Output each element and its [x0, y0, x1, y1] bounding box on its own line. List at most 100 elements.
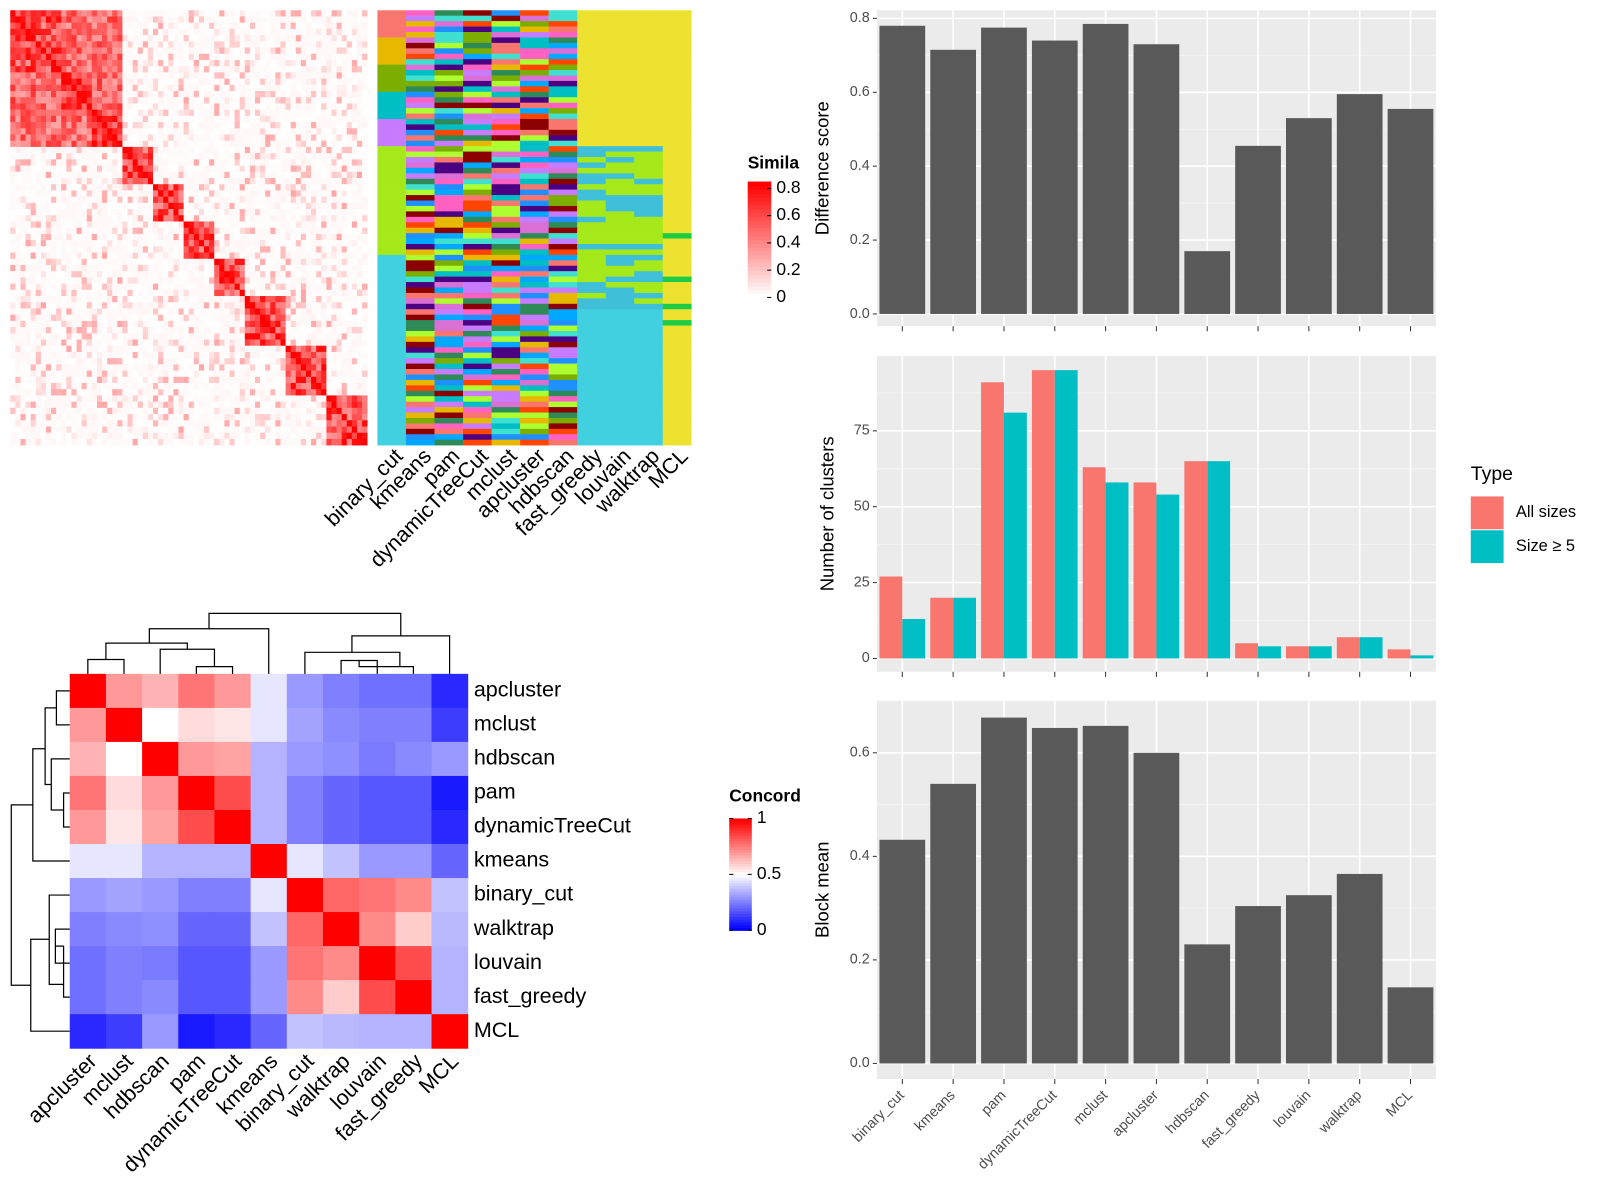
bar [1235, 145, 1281, 314]
heatmap-cell [286, 1014, 324, 1049]
similarity-cell [316, 327, 322, 334]
similarity-cell [326, 22, 332, 30]
similarity-cell [158, 333, 164, 340]
similarity-cell [122, 91, 128, 98]
similarity-cell [229, 246, 235, 253]
similarity-cell [147, 22, 154, 30]
similarity-cell [311, 370, 317, 378]
similarity-cell [20, 66, 26, 73]
similarity-cell [173, 202, 179, 210]
similarity-cell [178, 308, 184, 315]
similarity-cell [127, 91, 133, 98]
similarity-cell [71, 171, 77, 179]
similarity-cell [163, 283, 169, 291]
similarity-cell [153, 258, 159, 266]
similarity-cell [25, 177, 31, 185]
similarity-cell [122, 233, 128, 241]
similarity-cell [336, 10, 342, 17]
similarity-cell [76, 358, 82, 365]
similarity-cell [71, 209, 77, 216]
similarity-cell [341, 407, 348, 415]
similarity-cell [183, 128, 190, 135]
similarity-cell [61, 221, 67, 228]
similarity-cell [305, 28, 312, 36]
similarity-cell [15, 53, 21, 61]
similarity-cell [183, 296, 190, 303]
similarity-cell [193, 16, 200, 23]
similarity-cell [193, 221, 200, 228]
similarity-cell [249, 35, 256, 42]
similarity-cell [158, 252, 164, 260]
similarity-cell [102, 196, 108, 204]
similarity-cell [76, 314, 82, 322]
similarity-cell [147, 333, 154, 340]
similarity-cell [173, 258, 179, 266]
heatmap-cell [214, 844, 252, 879]
similarity-cell [316, 407, 322, 415]
similarity-cell [280, 209, 286, 216]
similarity-cell [300, 91, 307, 98]
similarity-cell [163, 202, 169, 210]
similarity-cell [331, 153, 337, 160]
similarity-cell [295, 66, 302, 73]
similarity-cell [112, 258, 118, 266]
similarity-cell [290, 84, 297, 92]
similarity-cell [198, 103, 205, 110]
similarity-cell [81, 109, 88, 117]
similarity-cell [61, 308, 67, 315]
similarity-cell [356, 277, 363, 284]
similarity-cell [20, 140, 26, 148]
similarity-cell [45, 246, 52, 253]
similarity-cell [112, 370, 118, 378]
similarity-cell [142, 91, 149, 98]
similarity-cell [147, 407, 154, 415]
similarity-cell [132, 233, 139, 241]
similarity-cell [183, 383, 190, 390]
similarity-cell [66, 97, 72, 104]
similarity-cell [295, 383, 302, 390]
similarity-cell [193, 159, 200, 166]
similarity-cell [270, 165, 276, 173]
heatmap-cell [359, 980, 396, 1015]
similarity-cell [107, 115, 113, 123]
similarity-cell [351, 134, 358, 142]
similarity-cell [214, 72, 220, 79]
similarity-cell [255, 407, 261, 415]
similarity-cell [76, 140, 82, 148]
similarity-cell [209, 233, 215, 241]
similarity-cell [127, 215, 133, 222]
similarity-cell [10, 314, 16, 322]
similarity-cell [30, 233, 37, 241]
similarity-cell [270, 215, 276, 222]
similarity-cell [61, 47, 67, 55]
similarity-cell [147, 233, 154, 241]
similarity-cell [255, 277, 261, 284]
similarity-cell [331, 345, 337, 353]
similarity-cell [326, 202, 332, 210]
similarity-cell [305, 78, 312, 86]
similarity-cell [260, 140, 266, 148]
similarity-cell [40, 66, 47, 73]
similarity-cell [66, 233, 72, 241]
similarity-cell [331, 202, 337, 210]
x-tick-label: mclust [1070, 1088, 1111, 1129]
similarity-cell [188, 401, 195, 409]
similarity-cell [86, 389, 93, 396]
similarity-cell [285, 264, 292, 272]
similarity-cell [305, 202, 312, 210]
similarity-cell [20, 339, 26, 347]
similarity-cell [132, 370, 139, 378]
bar [1184, 461, 1208, 659]
similarity-cell [362, 66, 368, 73]
similarity-cell [285, 53, 292, 61]
similarity-cell [362, 153, 368, 160]
colorbar-step [729, 829, 752, 834]
similarity-cell [158, 233, 164, 241]
similarity-cell [204, 227, 210, 235]
similarity-cell [316, 91, 322, 98]
similarity-cell [193, 351, 200, 359]
similarity-cell [209, 407, 215, 415]
similarity-cell [331, 233, 337, 241]
similarity-cell [117, 146, 123, 154]
similarity-cell [102, 264, 108, 272]
